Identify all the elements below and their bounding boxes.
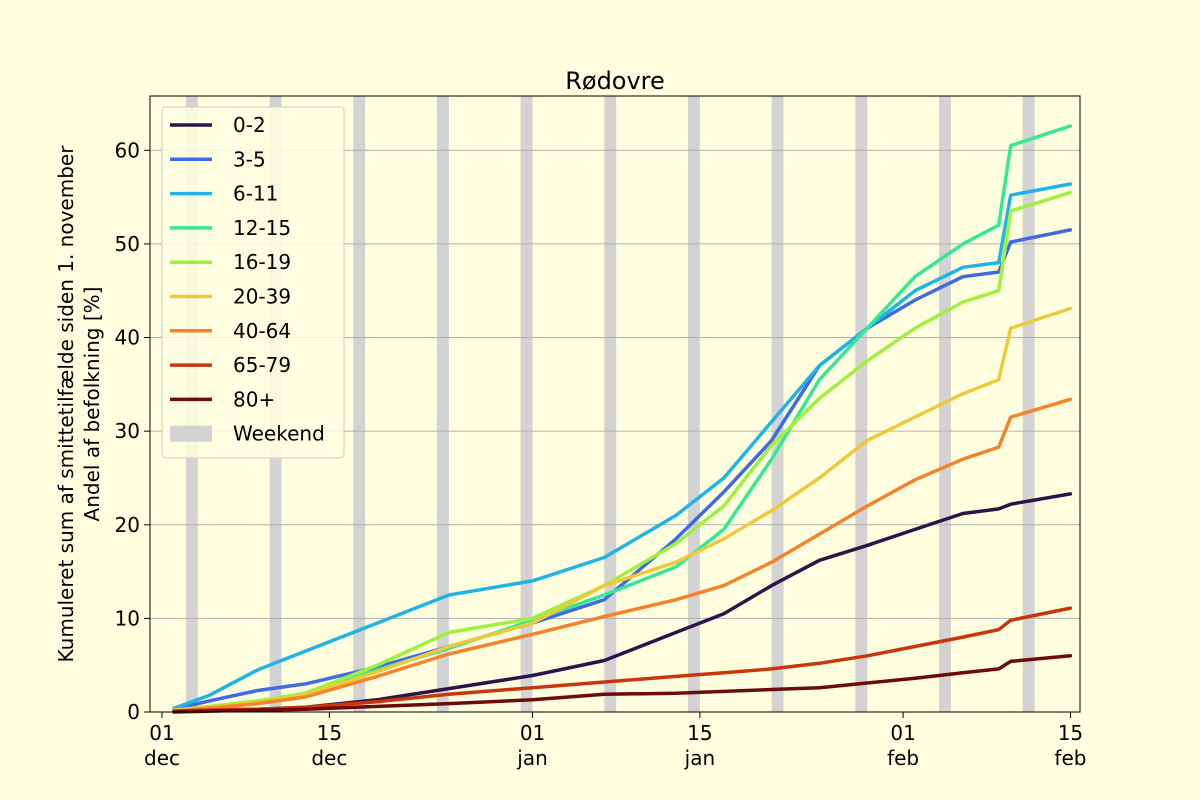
weekend-band [687, 96, 700, 712]
x-tick-label-day: 15 [317, 721, 342, 745]
legend: 0-2 3-5 6-11 12-15 16-19 20-39 40-64 65-79 80+ We… [161, 106, 345, 459]
legend-label: 6-11 [233, 182, 278, 206]
series-line-16-19 [172, 190, 1073, 712]
legend-label: 3-5 [233, 147, 266, 171]
x-tick-label-day: 15 [687, 721, 712, 745]
weekend-band [436, 96, 449, 712]
weekend-band [353, 96, 366, 712]
series-line-80+ [172, 654, 1073, 714]
y-tick-label: 40 [115, 326, 140, 350]
legend-label: 65-79 [233, 353, 291, 377]
x-tick-label-day: 01 [520, 721, 545, 745]
series-line-40-64 [172, 397, 1073, 713]
x-tick-label-month: jan [516, 746, 548, 770]
x-tick-label-day: 01 [149, 721, 174, 745]
x-tick-label-day: 01 [890, 721, 915, 745]
legend-label: 12-15 [233, 216, 291, 240]
legend-label: 80+ [233, 387, 275, 411]
weekend-band [771, 96, 784, 712]
weekend-band [1022, 96, 1035, 712]
weekend-band [604, 96, 617, 712]
y-tick-label: 10 [115, 606, 140, 630]
y-axis: 0 10 20 30 40 50 60 [115, 138, 150, 724]
y-tick-label: 0 [127, 700, 140, 724]
x-tick-label-month: dec [144, 746, 180, 770]
legend-swatch-weekend [170, 425, 212, 442]
legend-label: 0-2 [233, 113, 266, 137]
weekend-band [520, 96, 533, 712]
legend-label-weekend: Weekend [233, 422, 325, 446]
y-tick-label: 60 [115, 138, 140, 162]
y-tick-label: 30 [115, 419, 140, 443]
x-tick-label-month: dec [311, 746, 347, 770]
weekend-band [855, 96, 868, 712]
x-tick-label-month: feb [1054, 746, 1086, 770]
x-tick-label-month: feb [887, 746, 919, 770]
y-tick-label: 50 [115, 232, 140, 256]
plot-frame [149, 95, 1081, 713]
chart-title: Rødovre [565, 67, 665, 95]
legend-label: 40-64 [233, 319, 291, 343]
y-axis-label-line2: Andel af befolkning [%] [80, 287, 104, 522]
series-line-3-5 [172, 228, 1073, 711]
legend-label: 20-39 [233, 285, 291, 309]
series-line-6-11 [172, 182, 1073, 711]
y-axis-label-line1: Kumuleret sum af smittetilfælde siden 1.… [54, 145, 78, 663]
x-tick-label-day: 15 [1058, 721, 1083, 745]
series-lines [172, 124, 1073, 714]
x-tick-label-month: jan [684, 746, 716, 770]
y-tick-label: 20 [115, 513, 140, 537]
legend-label: 16-19 [233, 250, 291, 274]
